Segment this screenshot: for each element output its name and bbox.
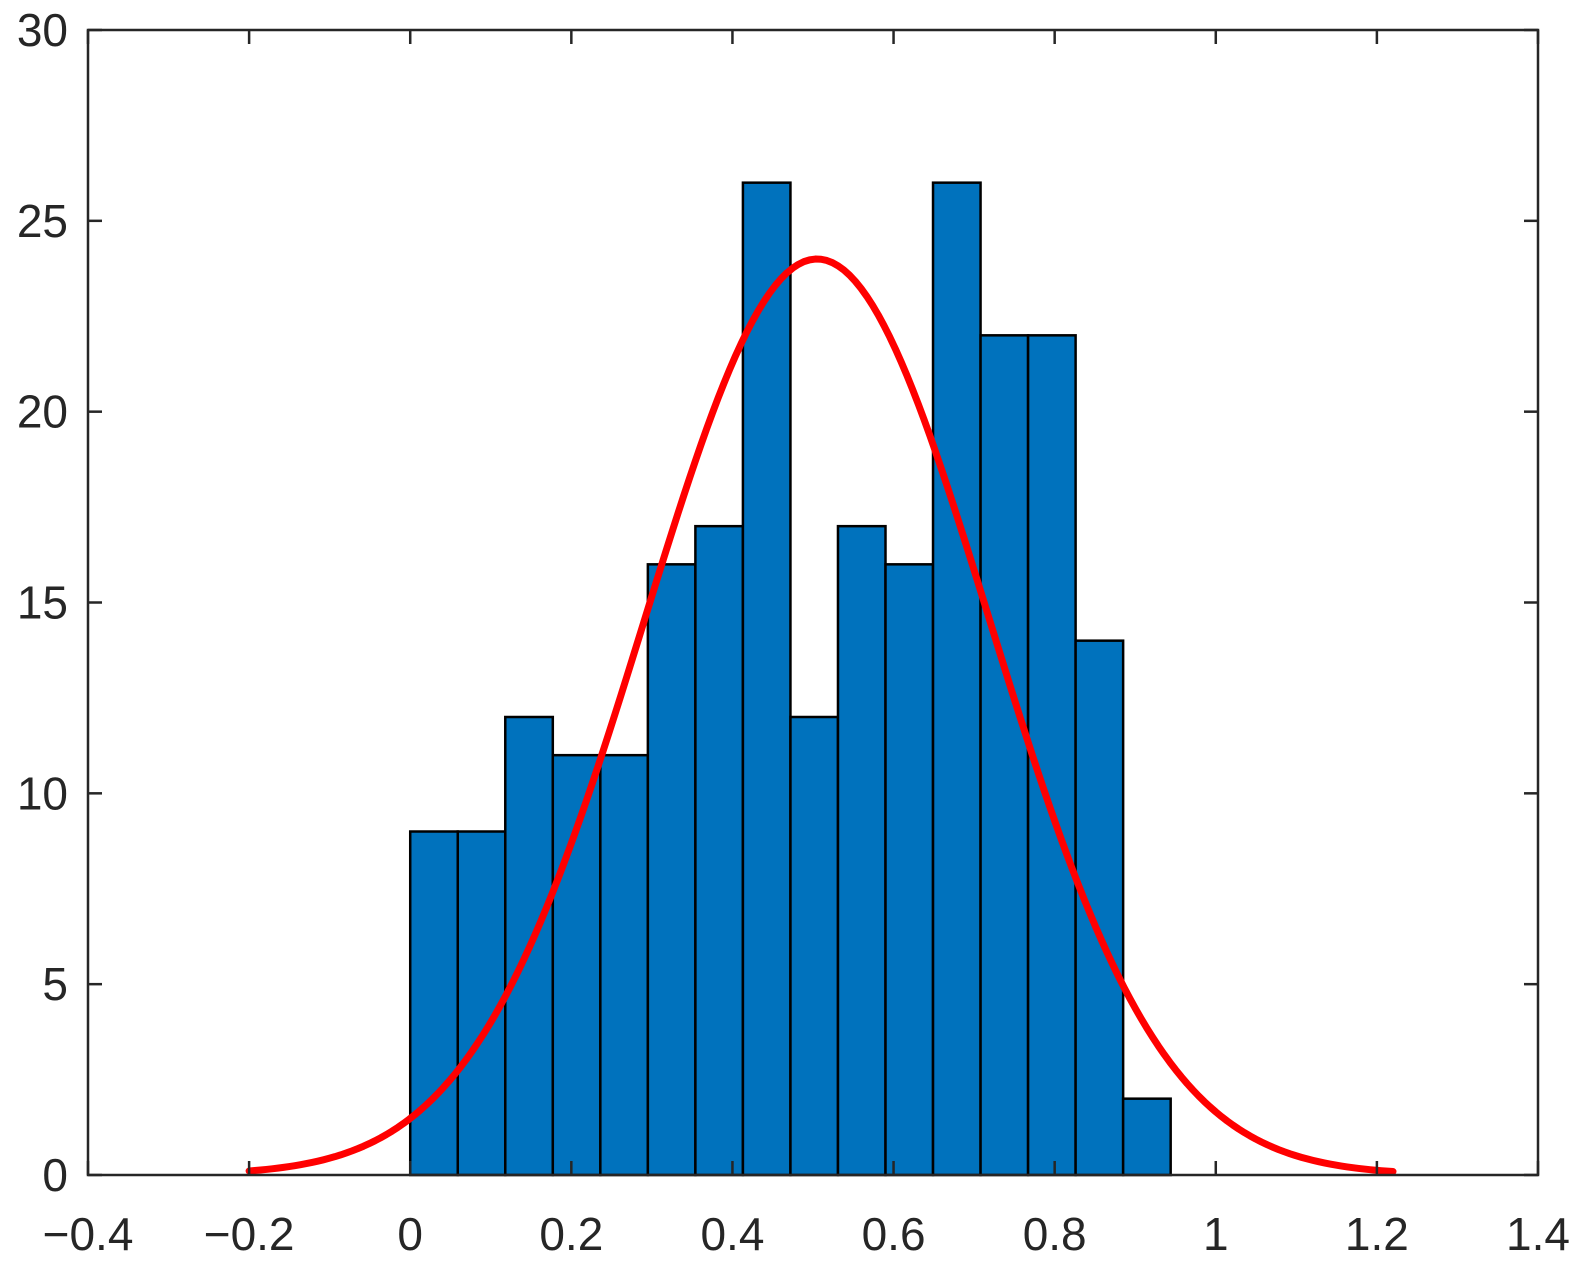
histogram-bar-14 (1074, 639, 1125, 1177)
y-tick-label-6: 30 (17, 4, 68, 56)
x-tick-label-0: −0.4 (43, 1208, 134, 1260)
x-tick-label-4: 0.4 (700, 1208, 764, 1260)
normal-fit-curve (245, 255, 1397, 1176)
histogram-bar-12 (979, 334, 1030, 1177)
histogram-bar-0 (408, 830, 460, 1177)
normal-fit-layer (245, 255, 1397, 1176)
histogram-bar-15 (1121, 1097, 1172, 1177)
x-tick-label-9: 1.4 (1506, 1208, 1570, 1260)
histogram-bar-10 (884, 563, 935, 1177)
x-tick-label-8: 1.2 (1345, 1208, 1409, 1260)
x-tick-label-3: 0.2 (539, 1208, 603, 1260)
y-tick-label-4: 20 (17, 386, 68, 438)
histogram-bar-5 (646, 563, 697, 1177)
x-tick-label-5: 0.6 (862, 1208, 926, 1260)
y-tick-label-0: 0 (42, 1149, 68, 1201)
histogram-bar-9 (836, 524, 887, 1177)
x-tick-label-7: 1 (1203, 1208, 1229, 1260)
x-tick-label-2: 0 (397, 1208, 423, 1260)
y-tick-label-2: 10 (17, 767, 68, 819)
x-tick-label-6: 0.8 (1023, 1208, 1087, 1260)
histogram-bar-8 (789, 715, 840, 1177)
histogram-bar-1 (456, 830, 507, 1177)
y-tick-label-1: 5 (42, 958, 68, 1010)
tick-marks (86, 28, 1540, 1177)
histogram-bar-11 (931, 181, 982, 1177)
y-tick-labels: 0 5 10 15 20 25 30 (17, 4, 68, 1201)
x-tick-label-1: −0.2 (204, 1208, 295, 1260)
histogram-bar-6 (694, 524, 745, 1177)
histogram-bars (408, 181, 1172, 1177)
histogram-bar-4 (599, 753, 650, 1177)
y-tick-label-3: 15 (17, 577, 68, 629)
y-tick-label-5: 25 (17, 195, 68, 247)
histogram-bar-3 (551, 753, 602, 1177)
x-tick-labels: −0.4 −0.2 0 0.2 0.4 0.6 0.8 1 1.2 1.4 (43, 1208, 1570, 1260)
